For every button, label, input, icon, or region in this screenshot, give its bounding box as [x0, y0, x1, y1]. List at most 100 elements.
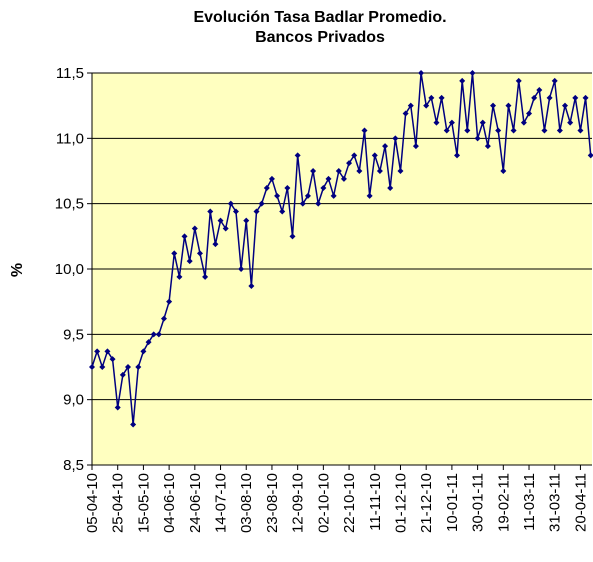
data-point [469, 70, 476, 76]
chart-title: Bancos Privados [255, 29, 385, 46]
x-tick-label: 02-10-10 [315, 473, 332, 533]
data-point [510, 127, 517, 134]
data-point [124, 364, 131, 370]
data-point [351, 152, 358, 159]
x-tick-label: 25-04-10 [110, 473, 127, 533]
data-point [253, 208, 260, 215]
data-point [114, 404, 121, 411]
data-point [258, 200, 265, 207]
data-point [222, 225, 229, 232]
x-tick-label: 04-06-10 [161, 473, 178, 533]
data-point [196, 250, 203, 257]
data-point [371, 152, 378, 159]
data-point [464, 127, 471, 134]
x-tick-label: 14-07-10 [213, 473, 230, 533]
data-point [387, 184, 394, 191]
data-point [104, 348, 111, 355]
data-point [412, 143, 419, 150]
data-point [325, 175, 332, 182]
y-tick-label: 11,5 [56, 65, 84, 82]
data-point [531, 94, 538, 101]
data-point [99, 364, 106, 370]
data-point [140, 348, 147, 355]
data-point [145, 339, 152, 346]
data-point [181, 233, 188, 240]
data-point [207, 208, 214, 215]
x-tick-label: 10-01-11 [444, 473, 461, 532]
data-point [577, 127, 584, 134]
data-point [556, 127, 563, 134]
data-point [515, 77, 522, 84]
x-tick-label: 31-03-11 [547, 473, 564, 532]
data-point [109, 356, 116, 363]
data-point [495, 127, 502, 134]
data-point [366, 192, 373, 199]
y-tick-label: 10,5 [55, 196, 84, 213]
x-tick-label: 19-02-11 [495, 473, 512, 532]
data-point [407, 102, 414, 109]
data-point [294, 152, 301, 159]
data-point [232, 208, 239, 215]
chart-title: Evolución Tasa Badlar Promedio. [193, 9, 446, 26]
data-point [212, 241, 219, 248]
y-tick-label: 11,0 [56, 130, 84, 147]
data-point [346, 160, 353, 167]
data-point [150, 331, 157, 338]
data-point [166, 298, 173, 305]
data-point [171, 250, 178, 257]
data-point [356, 168, 363, 174]
data-point [315, 200, 322, 207]
data-point [526, 110, 533, 117]
data-point [248, 282, 255, 289]
data-point [186, 258, 193, 265]
data-point [274, 192, 281, 199]
data-point [567, 119, 574, 126]
data-point [202, 273, 209, 280]
data-point [340, 175, 347, 182]
data-point [238, 266, 245, 272]
data-point [418, 70, 425, 76]
data-point [479, 119, 486, 126]
data-point [433, 119, 440, 126]
x-tick-label: 24-06-10 [187, 473, 204, 533]
data-point [402, 110, 409, 117]
x-tick-label: 11-11-10 [367, 473, 384, 531]
data-point [304, 192, 311, 199]
data-point [217, 217, 224, 224]
data-point [423, 102, 430, 109]
data-point [243, 217, 250, 224]
x-tick-label: 15-05-10 [135, 473, 152, 533]
data-point [505, 102, 512, 109]
data-point [135, 364, 142, 370]
data-point [454, 152, 461, 159]
data-point [448, 119, 455, 126]
y-tick-label: 10,0 [55, 261, 84, 278]
data-point [330, 192, 337, 199]
x-tick-label: 01-12-10 [392, 473, 409, 533]
data-point [541, 127, 548, 134]
data-point [119, 371, 126, 378]
x-tick-label: 03-08-10 [238, 473, 255, 533]
x-tick-label: 30-01-11 [470, 473, 487, 532]
y-tick-label: 8,5 [63, 457, 84, 474]
data-point [397, 168, 404, 174]
data-point [562, 102, 569, 109]
data-point [490, 102, 497, 109]
data-point [284, 184, 291, 191]
x-tick-label: 21-12-10 [418, 473, 435, 533]
data-point [191, 225, 198, 232]
data-point [520, 119, 527, 126]
data-point [484, 143, 491, 150]
x-tick-label: 22-10-10 [341, 473, 358, 533]
series-line [91, 72, 592, 425]
data-point [310, 168, 317, 174]
data-point [438, 94, 445, 101]
data-point [335, 168, 342, 174]
data-point [382, 143, 389, 150]
y-tick-label: 9,5 [63, 326, 84, 343]
data-point [94, 348, 101, 355]
data-point [289, 233, 296, 240]
data-point [155, 331, 162, 338]
data-point [536, 86, 543, 93]
y-axis-label: % [9, 263, 26, 277]
